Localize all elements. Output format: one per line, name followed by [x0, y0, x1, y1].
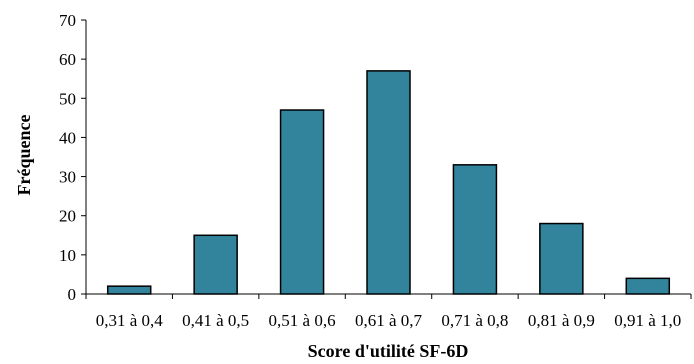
- y-tick-label: 30: [59, 168, 76, 187]
- y-tick-label: 10: [59, 246, 76, 265]
- y-tick-label: 0: [68, 285, 77, 304]
- x-tick-label: 0,51 à 0,6: [269, 311, 336, 330]
- x-axis-ticks: 0,31 à 0,4 0,41 à 0,5 0,51 à 0,6 0,61 à 0,7…: [85, 294, 692, 330]
- bar: [625, 277, 671, 295]
- x-tick-label: 0,61 à 0,7: [355, 311, 423, 330]
- y-axis-title: Fréquence: [14, 115, 34, 196]
- y-tick-label: 70: [59, 11, 76, 30]
- bar: [452, 164, 498, 295]
- bar: [366, 70, 411, 295]
- x-tick-label: 0,31 à 0,4: [96, 311, 164, 330]
- y-tick-label: 40: [59, 128, 76, 147]
- x-tick-label: 0,71 à 0,8: [441, 311, 508, 330]
- y-tick-label: 20: [59, 207, 76, 226]
- y-tick-label: 50: [59, 89, 76, 108]
- x-axis-title: Score d'utilité SF-6D: [308, 341, 469, 361]
- bar: [539, 222, 584, 295]
- bars: [106, 70, 671, 295]
- bar: [279, 109, 325, 295]
- x-tick-label: 0,41 à 0,5: [182, 311, 249, 330]
- x-tick-label: 0,91 à 1,0: [614, 311, 681, 330]
- axes: [85, 20, 691, 295]
- y-tick-label: 60: [59, 50, 76, 69]
- bar: [106, 285, 152, 295]
- bar: [193, 234, 238, 295]
- x-tick-label: 0,81 à 0,9: [528, 311, 595, 330]
- y-axis-ticks: 0 10 20 30 40 50 60 70: [59, 11, 86, 304]
